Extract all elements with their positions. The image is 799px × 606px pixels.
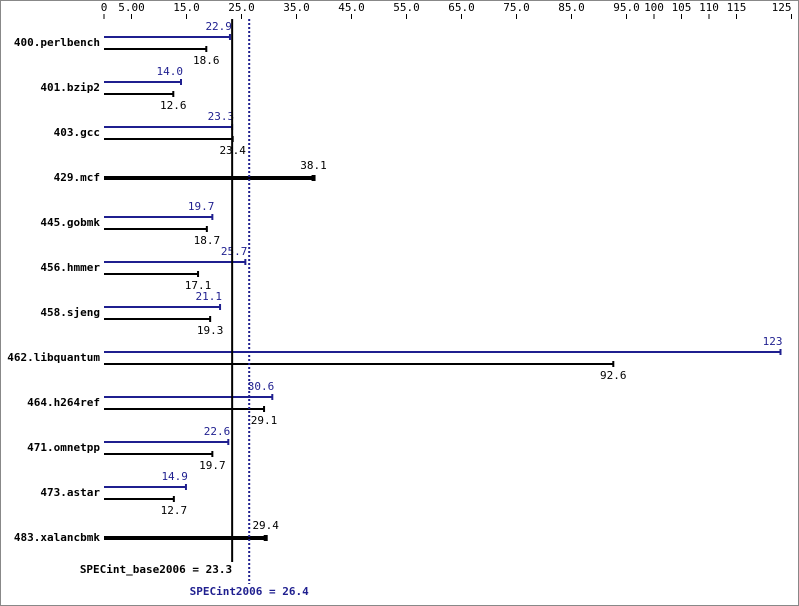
reference-label: SPECint_base2006 = 23.3: [80, 563, 232, 576]
category-label: 473.astar: [40, 486, 100, 499]
x-tick-label: 5.00: [118, 1, 145, 14]
x-tick-label: 125: [772, 1, 792, 14]
category-label: 403.gcc: [54, 126, 100, 139]
x-tick-label: 35.0: [283, 1, 310, 14]
x-tick-label: 0: [101, 1, 108, 14]
value-label: 14.9: [161, 470, 188, 483]
bar: [104, 316, 212, 322]
value-label: 23.3: [208, 110, 235, 123]
value-label: 123: [763, 335, 783, 348]
bar: [104, 271, 200, 277]
value-label: 29.4: [252, 519, 279, 532]
bar: [104, 79, 182, 85]
x-tick-label: 105: [672, 1, 692, 14]
category-label: 400.perlbench: [14, 36, 100, 49]
reference-label: SPECint2006 = 26.4: [190, 585, 310, 598]
value-label: 25.7: [221, 245, 248, 258]
bar: [104, 394, 274, 400]
value-label: 12.7: [161, 504, 188, 517]
x-tick-label: 15.0: [173, 1, 200, 14]
category-label: 458.sjeng: [40, 306, 100, 319]
value-label: 29.1: [251, 414, 278, 427]
bar: [104, 406, 266, 412]
bar: [104, 361, 615, 367]
x-tick-label: 115: [727, 1, 747, 14]
bar: [104, 259, 247, 265]
bar: [104, 226, 208, 232]
category-label: 462.libquantum: [7, 351, 100, 364]
category-label: 483.xalancbmk: [14, 531, 100, 544]
bar: [104, 91, 175, 97]
value-label: 19.3: [197, 324, 224, 337]
bar: [104, 349, 782, 355]
bar: [104, 34, 231, 40]
bar: [104, 535, 268, 541]
x-tick-label: 45.0: [338, 1, 365, 14]
category-label: 456.hmmer: [40, 261, 100, 274]
x-tick-label: 85.0: [558, 1, 585, 14]
bar: [104, 46, 208, 52]
value-label: 18.6: [193, 54, 220, 67]
bar: [104, 304, 222, 310]
bar: [104, 175, 316, 181]
x-tick-label: 75.0: [503, 1, 530, 14]
value-label: 30.6: [248, 380, 275, 393]
x-tick-label: 100: [644, 1, 664, 14]
x-tick-label: 110: [699, 1, 719, 14]
category-label: 401.bzip2: [40, 81, 100, 94]
category-label: 429.mcf: [54, 171, 100, 184]
bar: [104, 214, 214, 220]
value-label: 12.6: [160, 99, 187, 112]
value-label: 22.9: [205, 20, 232, 33]
category-label: 464.h264ref: [27, 396, 100, 409]
value-label: 38.1: [300, 159, 327, 172]
category-label: 471.omnetpp: [27, 441, 100, 454]
bar: [104, 439, 230, 445]
bar: [104, 451, 214, 457]
value-label: 18.7: [194, 234, 221, 247]
value-label: 21.1: [196, 290, 223, 303]
value-label: 14.0: [157, 65, 184, 78]
bar: [104, 496, 175, 502]
value-label: 17.1: [185, 279, 212, 292]
value-label: 19.7: [188, 200, 215, 213]
x-tick-label: 95.0: [613, 1, 640, 14]
value-label: 22.6: [204, 425, 231, 438]
category-label: 445.gobmk: [40, 216, 100, 229]
x-tick-label: 55.0: [393, 1, 420, 14]
value-label: 92.6: [600, 369, 627, 382]
bar: [104, 484, 187, 490]
x-tick-label: 25.0: [228, 1, 255, 14]
value-label: 19.7: [199, 459, 226, 472]
x-tick-label: 65.0: [448, 1, 475, 14]
